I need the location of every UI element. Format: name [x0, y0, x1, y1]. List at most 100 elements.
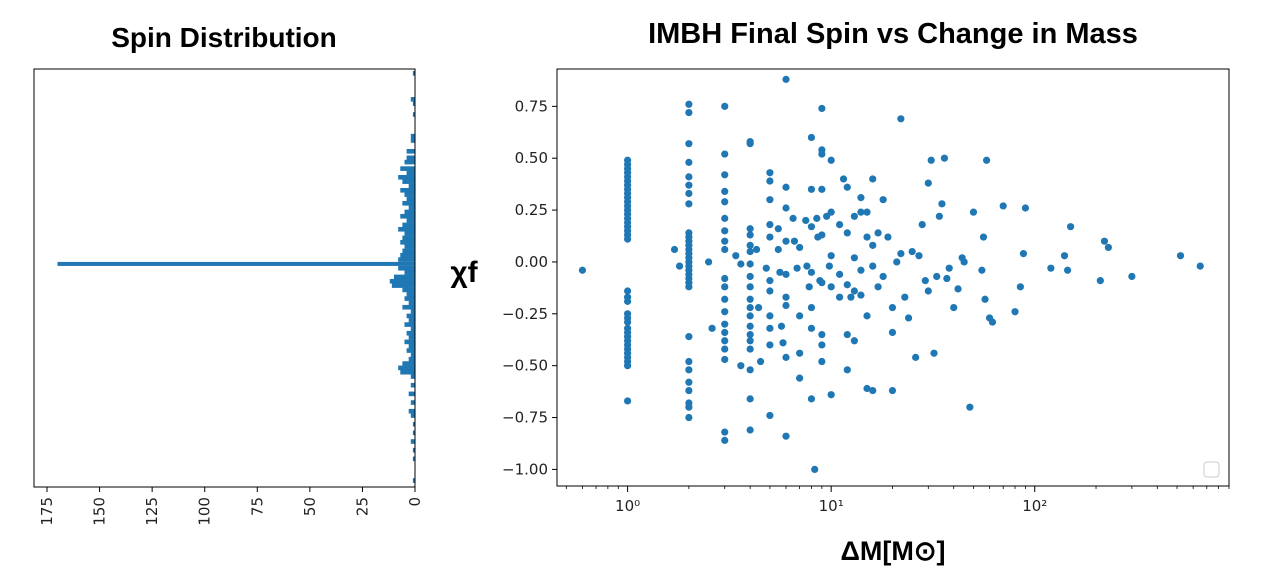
- scatter-point: [850, 212, 858, 220]
- histogram-bar: [404, 339, 415, 345]
- scatter-point: [827, 208, 835, 216]
- scatter-point: [807, 395, 816, 403]
- scatter-point: [918, 220, 926, 229]
- scatter-point: [807, 324, 816, 332]
- scatter-point: [708, 324, 716, 332]
- scatter-point: [766, 277, 774, 285]
- scatter-point: [793, 264, 801, 272]
- scatter-point: [756, 357, 765, 366]
- scatter-point: [685, 173, 693, 181]
- scatter-point: [803, 262, 811, 270]
- scatter-point: [685, 357, 693, 366]
- histogram-bar: [404, 209, 415, 215]
- scatter-point: [766, 324, 774, 332]
- scatter-point: [623, 362, 632, 370]
- scatter-point: [623, 287, 632, 295]
- scatter-point: [805, 283, 813, 291]
- scatter-point: [685, 378, 693, 386]
- scatter-point: [721, 237, 729, 245]
- scatter-point: [835, 293, 844, 301]
- histogram-bar: [402, 235, 415, 241]
- histogram-frame: [33, 68, 416, 488]
- scatter-point: [721, 214, 729, 222]
- scatter-point: [685, 200, 693, 208]
- scatter-point: [746, 272, 754, 281]
- scatter-point: [843, 183, 851, 191]
- scatter-point: [807, 133, 816, 142]
- scatter-point: [981, 295, 989, 303]
- scatter-point: [813, 214, 821, 222]
- scatter-point: [721, 308, 729, 316]
- scatter-point: [850, 287, 858, 295]
- scatter-point: [843, 366, 851, 374]
- scatter-point: [721, 187, 729, 196]
- scatter-point: [782, 237, 790, 245]
- scatter-point: [827, 283, 835, 291]
- histogram-bar: [410, 326, 415, 332]
- scatter-y-tick-label: 0.75: [515, 97, 548, 115]
- scatter-point: [774, 245, 782, 254]
- histogram-bar: [402, 248, 415, 254]
- scatter-point: [904, 314, 913, 322]
- scatter-point: [807, 223, 816, 231]
- scatter-point: [721, 320, 729, 328]
- scatter-point: [685, 181, 693, 189]
- scatter-point: [960, 258, 968, 266]
- histogram-bar: [406, 348, 415, 353]
- scatter-point: [1066, 223, 1075, 231]
- scatter-point: [915, 252, 923, 260]
- scatter-point: [869, 386, 877, 395]
- scatter-point: [746, 366, 754, 374]
- scatter-point: [818, 104, 826, 113]
- scatter-point: [1196, 262, 1204, 270]
- histogram-bar: [410, 400, 415, 405]
- scatter-point: [940, 154, 949, 162]
- scatter-point: [746, 395, 754, 403]
- scatter-point: [827, 252, 835, 260]
- scatter-point: [811, 465, 819, 474]
- scatter-point: [685, 189, 693, 198]
- histogram-bar: [410, 97, 415, 102]
- scatter-point: [746, 303, 754, 312]
- scatter-point: [746, 283, 754, 291]
- histogram-bar: [408, 408, 415, 414]
- scatter-point: [839, 175, 848, 183]
- scatter-point: [827, 391, 835, 399]
- scatter-point: [685, 403, 693, 411]
- scatter-point: [721, 283, 729, 291]
- scatter-point: [857, 266, 865, 274]
- scatter-point: [762, 264, 770, 272]
- scatter-point: [746, 225, 754, 233]
- scatter-point: [843, 330, 851, 339]
- scatter-point: [988, 318, 997, 326]
- histogram-bar: [408, 356, 415, 362]
- scatter-x-tick-label: 10¹: [819, 497, 844, 515]
- scatter-y-axis-label: χf: [450, 256, 478, 289]
- scatter-point: [721, 102, 729, 110]
- histogram-bar: [400, 369, 415, 375]
- scatter-point: [1060, 252, 1069, 260]
- scatter-point: [1021, 204, 1030, 212]
- scatter-point: [578, 266, 587, 274]
- scatter-point: [869, 175, 877, 183]
- scatter-point: [623, 297, 632, 305]
- scatter-point: [782, 270, 790, 278]
- scatter-point: [908, 247, 916, 256]
- scatter-point: [888, 328, 897, 337]
- histogram-bar: [406, 148, 415, 154]
- histogram-bar: [400, 252, 415, 258]
- histogram-bar: [404, 159, 415, 165]
- histogram-bar: [404, 296, 415, 301]
- scatter-point: [857, 291, 865, 299]
- scatter-point: [1104, 243, 1112, 252]
- scatter-point: [746, 426, 754, 434]
- histogram-bar: [412, 112, 415, 117]
- scatter-point: [721, 328, 729, 337]
- scatter-point: [818, 185, 826, 193]
- scatter-point: [782, 301, 790, 310]
- histogram-bar: [400, 239, 415, 245]
- histogram-bar: [402, 287, 415, 293]
- scatter-point: [825, 262, 833, 270]
- histogram-bar: [404, 192, 415, 197]
